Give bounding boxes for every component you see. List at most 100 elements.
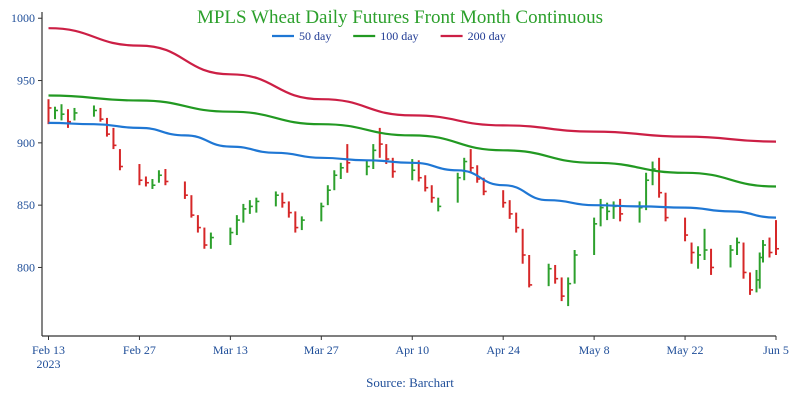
ohlc-bar bbox=[463, 157, 468, 181]
source-label: Source: Barchart bbox=[366, 375, 454, 390]
ohlc-bar bbox=[697, 246, 702, 269]
series-line-200-day bbox=[48, 27, 777, 143]
ohlc-bar bbox=[320, 202, 325, 222]
ohlc-bar bbox=[476, 165, 481, 183]
ohlc-bar bbox=[593, 217, 598, 255]
ohlc-bar bbox=[339, 162, 344, 179]
legend-label: 200 day bbox=[468, 29, 506, 43]
ohlc-bar bbox=[729, 245, 734, 268]
legend: 50 day 100 day 200 day bbox=[272, 29, 506, 43]
ohlc-bar bbox=[547, 263, 552, 287]
ohlc-bar bbox=[612, 201, 617, 219]
ohlc-bar bbox=[521, 228, 526, 264]
ohlc-bar bbox=[775, 220, 779, 255]
ohlc-bar bbox=[567, 277, 572, 307]
ohlc-bar bbox=[53, 106, 58, 120]
legend-item: 100 day bbox=[353, 29, 419, 43]
x-tick-sublabel: 2023 bbox=[36, 357, 60, 371]
ohlc-bar bbox=[183, 181, 188, 199]
ohlc-bar bbox=[456, 172, 461, 203]
x-tick-label: Mar 27 bbox=[304, 343, 339, 357]
ohlc-bar bbox=[157, 170, 162, 183]
ohlc-bar bbox=[560, 277, 565, 302]
y-axis-ticks: 800 850 900 950 1000 bbox=[11, 11, 42, 274]
ohlc-bar bbox=[196, 215, 201, 233]
ohlc-bar bbox=[554, 264, 559, 284]
ohlc-bar bbox=[710, 248, 715, 275]
y-tick-label: 850 bbox=[17, 198, 35, 212]
ohlc-bar bbox=[164, 169, 169, 186]
ohlc-bar bbox=[138, 164, 143, 186]
legend-label: 50 day bbox=[299, 29, 331, 43]
ohlc-bar bbox=[287, 201, 292, 218]
ohlc-bar bbox=[92, 105, 97, 117]
ohlc-bar bbox=[424, 175, 429, 192]
legend-item: 200 day bbox=[440, 29, 506, 43]
ohlc-bar bbox=[528, 255, 533, 288]
x-tick-label: Apr 10 bbox=[395, 343, 429, 357]
ohlc-bar bbox=[430, 185, 435, 203]
ohlc-bar bbox=[469, 149, 474, 173]
ohlc-bar bbox=[684, 217, 689, 242]
ohlc-bar bbox=[209, 232, 214, 249]
ohlc-bar bbox=[736, 237, 741, 255]
ohlc-bar bbox=[703, 228, 708, 260]
x-tick-label: Mar 13 bbox=[213, 343, 248, 357]
ohlc-bar bbox=[742, 242, 747, 279]
chart-title: MPLS Wheat Daily Futures Front Month Con… bbox=[197, 7, 603, 28]
ohlc-bar bbox=[144, 176, 149, 187]
ohlc-bar bbox=[118, 149, 123, 171]
ohlc-bar bbox=[274, 191, 279, 207]
legend-item: 50 day bbox=[272, 29, 331, 43]
ohlc-bar bbox=[190, 195, 195, 218]
ohlc-bar bbox=[66, 109, 71, 128]
ohlc-bar bbox=[768, 237, 773, 258]
ohlc-bar bbox=[372, 144, 377, 170]
ohlc-bar bbox=[248, 200, 253, 214]
ohlc-bar bbox=[365, 160, 370, 176]
ohlc-bar bbox=[300, 216, 305, 231]
ohlc-bar bbox=[645, 172, 650, 211]
y-tick-label: 900 bbox=[17, 136, 35, 150]
x-tick-label: May 8 bbox=[579, 343, 610, 357]
ohlc-bar bbox=[599, 198, 604, 227]
ohlc-bar bbox=[749, 272, 754, 295]
y-tick-label: 800 bbox=[17, 260, 35, 274]
ohlc-bar bbox=[255, 197, 260, 213]
ohlc-bar bbox=[47, 99, 52, 125]
ohlc-bar bbox=[508, 200, 513, 219]
ohlc-bar bbox=[690, 242, 695, 264]
ohlc-bar bbox=[105, 117, 110, 137]
ohlc-bar bbox=[112, 127, 117, 150]
x-tick-label: Feb 13 bbox=[32, 343, 65, 357]
series-line-50-day bbox=[48, 121, 777, 219]
ohlc-bar bbox=[60, 104, 65, 121]
ohlc-bar bbox=[229, 227, 234, 246]
ohlc-bar bbox=[658, 157, 663, 198]
ohlc-bar bbox=[203, 227, 208, 249]
x-tick-label: Jun 5 bbox=[763, 343, 789, 357]
ohlc-bar bbox=[73, 107, 78, 121]
ohlc-bar bbox=[651, 161, 656, 186]
ohlc-bar bbox=[326, 185, 331, 206]
ohlc-bar bbox=[762, 240, 767, 263]
ohlc-bar bbox=[391, 157, 396, 178]
ohlc-bar bbox=[151, 178, 156, 189]
ohlc-bar bbox=[515, 212, 520, 233]
ohlc-bar bbox=[502, 190, 507, 208]
ohlc-bar bbox=[573, 250, 578, 284]
ohlc-bar bbox=[235, 215, 240, 236]
legend-label: 100 day bbox=[380, 29, 418, 43]
ohlc-bar bbox=[619, 198, 624, 222]
series-line-100-day bbox=[48, 94, 777, 188]
ohlc-bar bbox=[294, 211, 299, 233]
ohlc-bar bbox=[437, 197, 442, 212]
x-tick-label: Feb 27 bbox=[123, 343, 156, 357]
y-tick-label: 1000 bbox=[11, 11, 35, 25]
ohlc-bar bbox=[99, 107, 104, 122]
y-tick-label: 950 bbox=[17, 74, 35, 88]
ohlc-bar bbox=[281, 192, 286, 208]
ohlc-bar bbox=[638, 201, 643, 223]
